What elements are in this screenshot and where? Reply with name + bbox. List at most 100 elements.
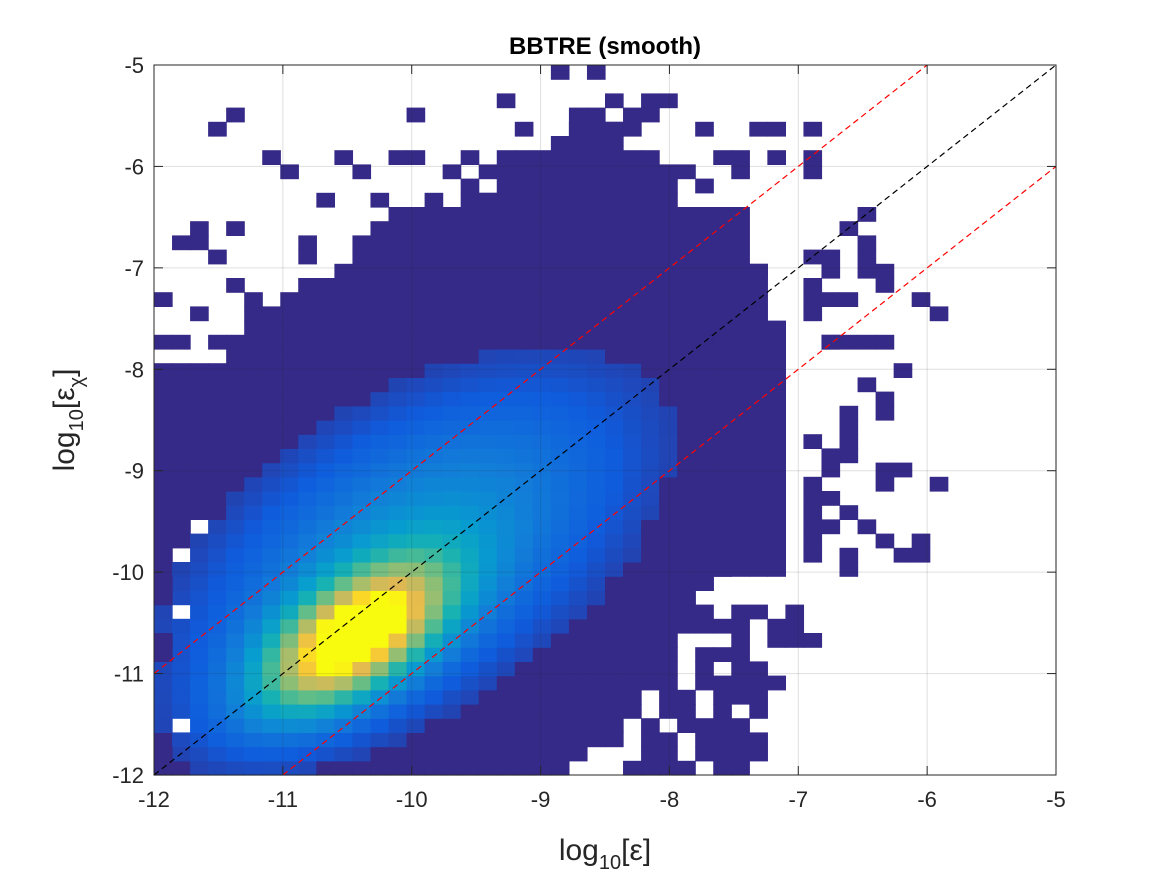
heatmap-bin xyxy=(424,278,444,293)
heatmap-bin xyxy=(370,235,390,251)
heatmap-bin xyxy=(478,363,498,378)
heatmap-bin-isolated xyxy=(857,263,877,279)
heatmap-bin xyxy=(442,221,462,236)
heatmap-bin-isolated xyxy=(442,164,462,180)
heatmap-bin-isolated xyxy=(731,689,750,705)
heatmap-bin xyxy=(695,391,714,407)
heatmap-bin xyxy=(262,363,281,378)
heatmap-bin-isolated xyxy=(713,150,732,165)
heatmap-bin-isolated xyxy=(731,633,750,648)
heatmap-bin xyxy=(623,292,642,307)
heatmap-bin xyxy=(424,420,444,435)
heatmap-bin xyxy=(460,689,480,705)
heatmap-bin-isolated xyxy=(839,334,859,350)
heatmap-bin-isolated xyxy=(154,519,173,535)
heatmap-bin xyxy=(623,476,642,492)
heatmap-bin xyxy=(641,590,660,606)
heatmap-bin xyxy=(713,434,732,449)
heatmap-bin xyxy=(316,604,335,620)
heatmap-bin xyxy=(262,633,281,648)
heatmap-bin xyxy=(280,647,299,662)
heatmap-bin xyxy=(496,746,516,762)
heatmap-bin xyxy=(316,349,335,364)
heatmap-bin xyxy=(370,760,390,776)
heatmap-bin xyxy=(334,462,354,478)
heatmap-bin xyxy=(532,704,552,719)
y-tick-label: -7 xyxy=(124,256,144,281)
heatmap-bin xyxy=(550,562,570,577)
heatmap-bin xyxy=(677,505,696,520)
heatmap-bin xyxy=(262,760,281,776)
heatmap-bin-isolated xyxy=(695,178,714,194)
heatmap-bin xyxy=(370,391,390,407)
heatmap-bin-isolated xyxy=(749,519,768,535)
heatmap-bin-isolated xyxy=(586,65,606,80)
heatmap-bin xyxy=(532,562,552,577)
heatmap-bin xyxy=(568,533,588,549)
heatmap-bin xyxy=(731,363,750,378)
heatmap-bin xyxy=(623,562,642,577)
heatmap-bin xyxy=(172,618,191,634)
heatmap-bin xyxy=(280,377,299,393)
heatmap-bin xyxy=(244,533,263,549)
heatmap-bin xyxy=(659,391,678,407)
heatmap-bin xyxy=(749,434,768,449)
heatmap-bin xyxy=(370,675,390,691)
heatmap-bin xyxy=(244,434,263,449)
heatmap-bin xyxy=(370,718,390,733)
heatmap-bin xyxy=(623,505,642,520)
heatmap-bin-isolated xyxy=(695,732,714,748)
heatmap-bin xyxy=(424,434,444,449)
heatmap-bin xyxy=(442,704,462,719)
heatmap-bin xyxy=(514,263,534,279)
heatmap-bin xyxy=(388,306,408,322)
heatmap-bin xyxy=(442,633,462,648)
heatmap-bin xyxy=(641,491,660,506)
x-tick-labels: -12 -11 -10 -9 -8 -7 -6 -5 xyxy=(138,787,1066,812)
heatmap-bin xyxy=(514,491,534,506)
heatmap-bin xyxy=(370,349,390,364)
heatmap-bin xyxy=(623,647,642,662)
heatmap-bin-isolated xyxy=(821,491,841,506)
heatmap-bin xyxy=(460,278,480,293)
heatmap-bin xyxy=(316,647,335,662)
heatmap-bin-isolated xyxy=(749,604,768,620)
heatmap-bin xyxy=(677,278,696,293)
heatmap-bin xyxy=(316,476,335,492)
heatmap-bin xyxy=(586,505,606,520)
heatmap-bin xyxy=(316,689,335,705)
heatmap-bin xyxy=(352,476,372,492)
heatmap-bin-isolated xyxy=(190,221,209,236)
heatmap-bin xyxy=(514,235,534,251)
heatmap-bin xyxy=(641,292,660,307)
heatmap-bin xyxy=(352,519,372,535)
heatmap-bin-isolated xyxy=(911,533,931,549)
heatmap-bin-isolated xyxy=(478,192,498,208)
heatmap-bin xyxy=(424,505,444,520)
heatmap-bin xyxy=(388,704,408,719)
heatmap-bin-isolated xyxy=(731,647,750,662)
heatmap-bin xyxy=(532,590,552,606)
heatmap-bin xyxy=(298,334,317,350)
heatmap-bin xyxy=(749,377,768,393)
heatmap-bin xyxy=(550,363,570,378)
heatmap-bin xyxy=(605,150,624,165)
heatmap-bin xyxy=(334,505,354,520)
heatmap-bin xyxy=(460,434,480,449)
heatmap-bin xyxy=(731,320,750,336)
heatmap-bin xyxy=(262,434,281,449)
heatmap-bin-isolated xyxy=(641,746,660,762)
heatmap-bin xyxy=(334,675,354,691)
heatmap-bin xyxy=(695,462,714,478)
y-tick-label: -10 xyxy=(112,560,144,585)
x-axis-label: log10[ε] xyxy=(559,834,651,874)
heatmap-bin xyxy=(605,363,624,378)
heatmap-bin xyxy=(154,675,173,691)
heatmap-bin-isolated xyxy=(226,221,245,236)
heatmap-bin xyxy=(262,505,281,520)
heatmap-bin xyxy=(262,448,281,464)
heatmap-bin xyxy=(334,349,354,364)
heatmap-bin xyxy=(316,760,335,776)
heatmap-bin xyxy=(226,562,245,577)
heatmap-bin xyxy=(424,462,444,478)
